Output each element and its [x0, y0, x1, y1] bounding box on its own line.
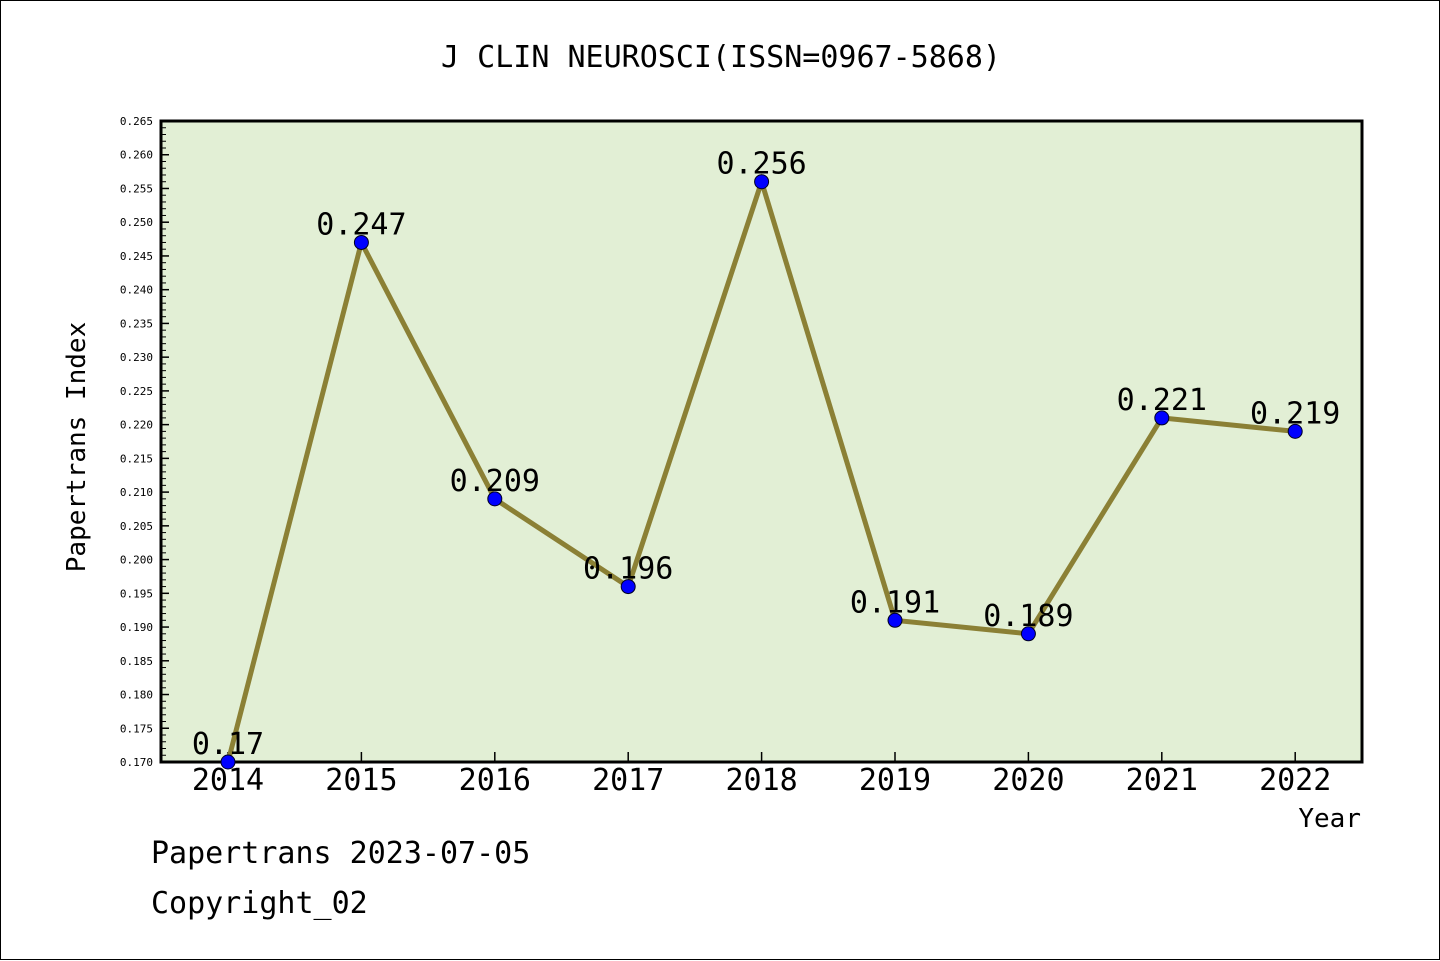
y-tick-label: 0.250: [120, 216, 153, 229]
y-axis: 0.170 0.175 0.180 0.185 0.190 0.195 0.200 0.205…: [120, 115, 169, 769]
data-point-2021: [1154, 410, 1170, 426]
data-point-2016: [487, 491, 503, 507]
y-tick-label: 0.230: [120, 351, 153, 364]
data-point-2015: [353, 234, 369, 250]
y-tick-label: 0.255: [120, 182, 153, 195]
data-point-2022: [1287, 423, 1303, 439]
data-label-2020: 0.189: [983, 599, 1073, 634]
x-tick-label: 2020: [992, 763, 1064, 798]
x-tick-label: 2021: [1126, 763, 1198, 798]
y-tick-label: 0.180: [120, 689, 153, 702]
data-label-2021: 0.221: [1117, 383, 1207, 418]
x-tick-label: 2019: [859, 763, 931, 798]
y-tick-label: 0.185: [120, 655, 153, 668]
data-markers: [220, 174, 1303, 770]
y-tick-label: 0.245: [120, 250, 153, 263]
y-tick-label: 0.210: [120, 486, 153, 499]
x-axis: 2014 2015 2016 2017 2018 2019 2020 2021 2022: [192, 752, 1331, 798]
data-label-2018: 0.256: [716, 147, 806, 182]
y-tick-label: 0.170: [120, 756, 153, 769]
y-tick-label: 0.215: [120, 452, 153, 465]
data-point-2019: [887, 612, 903, 628]
data-labels: 0.17 0.247 0.209 0.196 0.256 0.191 0.189 0.221 0…: [192, 147, 1340, 762]
y-tick-label: 0.195: [120, 587, 153, 600]
x-tick-label: 2016: [459, 763, 531, 798]
footer-copyright: Copyright_02: [151, 886, 368, 921]
data-label-2016: 0.209: [450, 464, 540, 499]
y-tick-label: 0.175: [120, 722, 153, 735]
data-label-2014: 0.17: [192, 727, 264, 762]
data-point-2018: [754, 174, 770, 190]
data-label-2015: 0.247: [316, 207, 406, 242]
x-tick-label: 2018: [725, 763, 797, 798]
y-axis-label: Papertrans Index: [62, 322, 92, 572]
y-tick-label: 0.205: [120, 520, 153, 533]
chart-title: J CLIN NEUROSCI(ISSN=0967-5868): [441, 40, 1001, 75]
plot-area: [159, 119, 1364, 764]
x-tick-label: 2015: [325, 763, 397, 798]
data-label-2019: 0.191: [850, 585, 940, 620]
y-tick-label: 0.220: [120, 419, 153, 432]
data-label-2022: 0.219: [1250, 396, 1340, 431]
y-minor-ticks: [161, 127, 166, 756]
y-tick-label: 0.190: [120, 621, 153, 634]
y-tick-label: 0.265: [120, 115, 153, 128]
data-point-2017: [620, 579, 636, 595]
x-tick-label: 2022: [1259, 763, 1331, 798]
data-label-2017: 0.196: [583, 552, 673, 587]
y-tick-label: 0.240: [120, 284, 153, 297]
y-tick-label: 0.200: [120, 554, 153, 567]
footer-source: Papertrans 2023-07-05: [151, 836, 531, 871]
data-point-2020: [1020, 626, 1036, 642]
y-tick-label: 0.235: [120, 317, 153, 330]
data-point-2014: [220, 754, 236, 770]
y-tick-label: 0.260: [120, 149, 153, 162]
x-tick-label: 2017: [592, 763, 664, 798]
y-tick-label: 0.225: [120, 385, 153, 398]
x-axis-label: Year: [1298, 804, 1361, 834]
